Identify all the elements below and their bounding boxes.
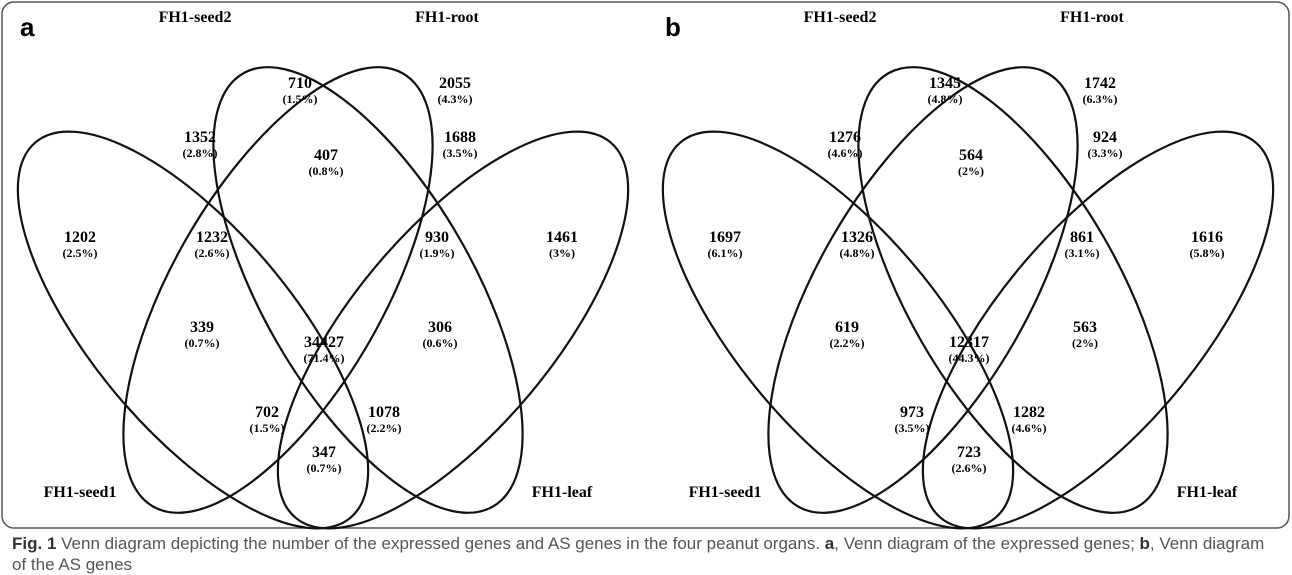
region-percent: (3.5%) [443,146,478,160]
venn-set [122,66,434,514]
caption-text: , Venn diagram of the AS genes [12,534,1265,574]
region-count: 407 [314,147,338,164]
region-percent: (6.1%) [708,246,743,260]
region-percent: (1.5%) [283,92,318,106]
region-count: 306 [428,319,452,336]
region-percent: (4.3%) [438,92,473,106]
region-percent: (2.6%) [195,246,230,260]
caption-label: Fig. 1 [12,534,57,553]
region-count: 924 [1093,129,1117,146]
venn-set [212,66,524,514]
region-percent: (0.7%) [307,461,342,475]
region-count: 564 [959,147,983,164]
region-count: 12317 [949,334,989,351]
region-percent: (2.5%) [63,246,98,260]
region-count: 861 [1070,229,1094,246]
region-count: 619 [835,319,859,336]
region-percent: (4.6%) [828,146,863,160]
region-count: 1282 [1013,404,1045,421]
set-label: FH1-seed1 [689,484,762,501]
region-count: 930 [425,229,449,246]
region-percent: (1.5%) [250,421,285,435]
region-percent: (2%) [1072,336,1098,350]
region-count: 1232 [196,229,228,246]
region-percent: (4.6%) [1012,421,1047,435]
region-count: 1461 [546,229,578,246]
set-label: FH1-leaf [1177,484,1238,501]
region-percent: (2.6%) [952,461,987,475]
region-percent: (0.7%) [185,336,220,350]
region-percent: (2.2%) [367,421,402,435]
region-count: 1352 [184,129,216,146]
region-count: 710 [288,75,312,92]
venn-set [16,130,370,530]
venn-set [767,66,1079,514]
region-count: 973 [900,404,924,421]
region-percent: (3%) [549,246,575,260]
region-percent: (2.2%) [830,336,865,350]
region-percent: (71.4%) [304,351,345,365]
caption-text: , Venn diagram of the expressed genes; [834,534,1135,553]
set-label: FH1-seed1 [44,484,117,501]
region-count: 347 [312,444,336,461]
panel-letter: b [665,12,681,42]
caption-title: Venn diagram depicting the number of the… [61,534,821,553]
panel-letter: a [20,12,35,42]
region-percent: (3.3%) [1088,146,1123,160]
venn-set [276,130,630,530]
region-percent: (0.8%) [309,164,344,178]
region-count: 1345 [929,75,961,92]
set-label: FH1-seed2 [804,9,877,26]
region-percent: (1.9%) [420,246,455,260]
region-count: 563 [1073,319,1097,336]
region-count: 2055 [439,75,471,92]
region-percent: (3.5%) [895,421,930,435]
region-percent: (4.8%) [840,246,875,260]
region-count: 1326 [841,229,873,246]
region-count: 1276 [829,129,861,146]
set-label: FH1-root [415,9,479,26]
region-count: 34427 [304,334,344,351]
region-count: 1697 [709,229,741,246]
region-percent: (6.3%) [1083,92,1118,106]
region-percent: (0.6%) [423,336,458,350]
region-percent: (4.8%) [928,92,963,106]
region-count: 1742 [1084,75,1116,92]
region-percent: (44.3%) [949,351,990,365]
caption-letter: b [1139,534,1150,553]
set-label: FH1-seed2 [159,9,232,26]
region-count: 1078 [368,404,400,421]
caption: Fig. 1 Venn diagram depicting the number… [12,533,1282,575]
region-percent: (2.8%) [183,146,218,160]
venn-set [661,130,1015,530]
venn-set [921,130,1275,530]
region-count: 339 [190,319,214,336]
region-count: 1616 [1191,229,1223,246]
set-label: FH1-root [1060,9,1124,26]
region-count: 1688 [444,129,476,146]
region-percent: (3.1%) [1065,246,1100,260]
region-count: 1202 [64,229,96,246]
region-percent: (5.8%) [1190,246,1225,260]
set-label: FH1-leaf [532,484,593,501]
region-percent: (2%) [958,164,984,178]
region-count: 702 [255,404,279,421]
figure-frame [1,1,1290,529]
caption-letter: a [824,534,835,553]
venn-set [857,66,1169,514]
region-count: 723 [957,444,981,461]
